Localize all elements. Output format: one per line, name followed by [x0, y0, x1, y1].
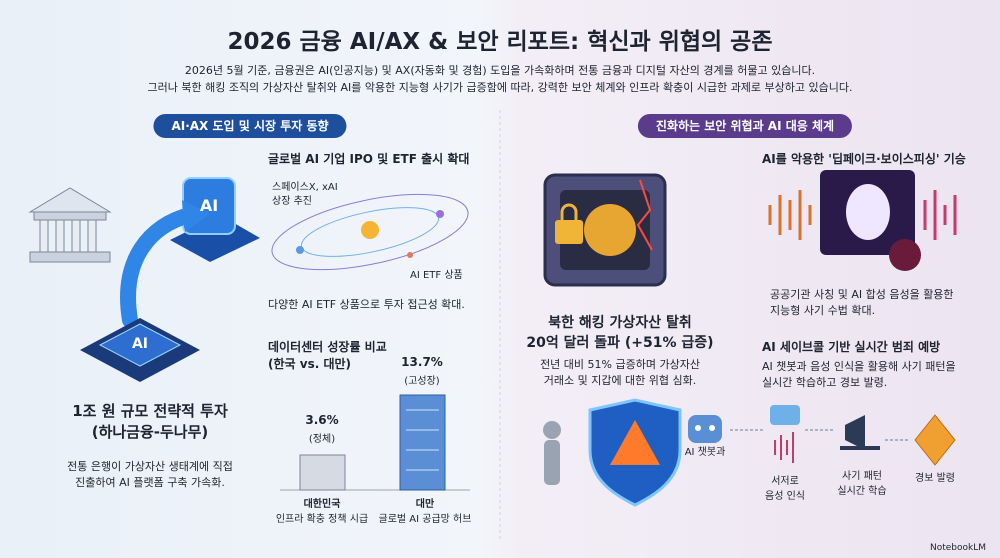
note: (정체) — [308, 434, 336, 445]
icon-label: AI — [199, 196, 219, 215]
block-text: 거래소 및 지갑에 대한 위협 심화. — [543, 374, 697, 387]
block-title: (한국 vs. 대만) — [268, 357, 352, 371]
country-desc: 글로벌 AI 공급망 허브 — [378, 514, 472, 525]
rate: 3.6% — [305, 413, 339, 427]
icon-label: AI — [131, 336, 149, 352]
country-desc: 인프라 확충 정책 시급 — [275, 514, 369, 525]
subtitle: 그러나 북한 해킹 조직의 가상자산 탈취와 AI를 악용한 지능형 사기가 급… — [147, 81, 853, 94]
section-heading: AI·AX 도입 및 시장 투자 동향 — [153, 114, 347, 138]
block-title: 데이터센터 성장률 비교 — [268, 340, 387, 354]
flow-label: 실시간 학습 — [837, 486, 887, 497]
country: 대한민국 — [303, 499, 341, 510]
flow-label: 경보 발령 — [915, 473, 955, 484]
block-text: 실시간 학습하고 경보 발령. — [762, 376, 888, 389]
country: 대만 — [415, 499, 435, 510]
block-title: AI 세이브콜 기반 실시간 범죄 예방 — [762, 340, 941, 354]
note: (고성장) — [404, 376, 440, 387]
block-title: 북한 해킹 가상자산 탈취 — [548, 315, 692, 331]
block-text: 지능형 사기 수법 확대. — [770, 304, 876, 317]
flow-label: 음성 인식 — [765, 491, 805, 502]
rate: 13.7% — [401, 355, 443, 369]
block-text: 전년 대비 51% 급증하며 가상자산 — [540, 358, 700, 371]
block-text: 다양한 AI ETF 상품으로 투자 접근성 확대. — [268, 298, 465, 311]
block-title: AI를 악용한 '딥페이크·보이스피싱' 기승 — [762, 152, 966, 166]
title: 2026 금융 AI/AX & 보안 리포트: 혁신과 위협의 공존 — [227, 29, 773, 55]
flow-label: AI 챗봇과 — [684, 447, 726, 458]
label: 상장 추진 — [272, 196, 312, 207]
label: AI ETF 상품 — [410, 270, 463, 281]
label: 스페이스X, xAI — [272, 182, 338, 193]
block-text: AI 챗봇과 음성 인식을 활용해 사기 패턴을 — [762, 360, 956, 373]
subtitle: 2026년 5월 기준, 금융권은 AI(인공지능) 및 AX(자동화 및 경험… — [184, 64, 816, 77]
block-title: 1조 원 규모 전략적 투자 — [72, 402, 228, 420]
block-text: 전통 은행이 가상자산 생태계에 직접 — [67, 460, 233, 473]
block-title: 글로벌 AI 기업 IPO 및 ETF 출시 확대 — [268, 152, 470, 166]
block-text: 진출하여 AI 플랫폼 구축 가속화. — [75, 476, 225, 489]
flow-label: 서저로 — [771, 476, 799, 487]
block-text: 공공기관 사칭 및 AI 합성 음성을 활용한 — [770, 288, 954, 301]
block-title: (하나금융-두나무) — [91, 423, 209, 441]
footer: NotebookLM — [930, 543, 987, 553]
section-heading: 진화하는 보안 위협과 AI 대응 체계 — [637, 114, 853, 138]
block-title: 20억 달러 돌파 (+51% 급증) — [526, 335, 714, 351]
flow-label: 사기 패턴 — [842, 471, 882, 482]
